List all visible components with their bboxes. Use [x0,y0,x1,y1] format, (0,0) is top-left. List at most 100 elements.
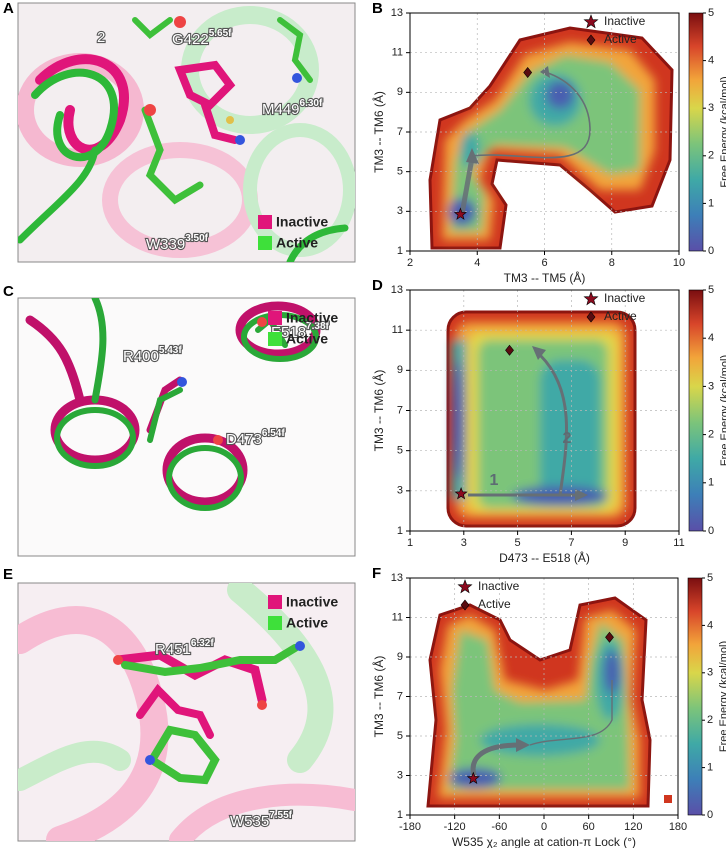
residue-label: M4496.30f [262,98,323,118]
x-tick-label: 120 [624,821,642,833]
legend-label: Active [276,235,318,251]
panel-label: E [3,566,13,583]
x-tick-label: 7 [568,537,574,549]
legend-label: Active [604,32,637,46]
x-tick-label: 2 [407,257,413,269]
residue-label: R4005.43f [123,345,182,365]
path-annotation: 1 [490,472,499,489]
y-axis-title: TM3 -- TM6 (Å) [371,370,386,452]
colorbar-tick-label: 0 [708,525,714,537]
marker-diamond [586,34,596,46]
legend-swatch [258,236,272,250]
legend-label: Active [286,615,328,631]
marker-star [453,207,467,220]
legend-swatch [268,595,282,609]
y-tick-label: 7 [397,126,403,138]
y-tick-label: 1 [397,809,403,821]
x-tick-label: 1 [407,537,413,549]
annotation: 2 [97,29,105,46]
y-tick-label: 11 [392,611,403,623]
panel-c-image: C R4005.43f E5187.38f D4736.54f Inactive… [3,283,356,557]
legend-swatch [268,311,282,325]
plot-frame [409,289,680,532]
x-tick-label: -120 [444,821,466,833]
y-tick-label: 13 [391,284,403,296]
panel-label: A [3,0,14,17]
legend-label: Active [478,597,511,611]
colorbar-tick-label: 5 [708,284,714,296]
x-tick-label: 8 [609,257,615,269]
colorbar-title: Free Energy (kcal/mol) [718,641,726,752]
panel-label: B [372,0,383,17]
colorbar-title: Free Energy (kcal/mol) [719,355,726,466]
colorbar-tick-label: 2 [708,429,714,441]
residue-superscript: 5.43f [159,345,182,356]
y-tick-label: 1 [397,525,403,537]
residue-name: D473 [226,431,262,448]
y-tick-label: 7 [397,690,403,702]
x-tick-label: 10 [673,257,685,269]
y-tick-label: 13 [391,572,403,584]
residue-superscript: 6.32f [191,638,214,649]
y-tick-label: 11 [392,47,403,59]
x-tick-label: 180 [669,821,687,833]
marker-diamond [586,311,596,323]
density-f [426,596,672,808]
x-tick-label: -60 [491,821,507,833]
marker-diamond [505,344,514,356]
marker-star [583,291,599,306]
residue-label: D4736.54f [226,428,285,448]
y-tick-label: 7 [397,404,403,416]
y-tick-label: 9 [397,86,403,98]
y-axis-title: TM3 -- TM6 (Å) [371,91,386,173]
residue-superscript: 3.50f [185,233,208,244]
residue-label: W3393.50f [146,233,209,253]
x-tick-label: 11 [673,537,684,549]
colorbar-tick-label: 2 [708,150,714,162]
residue-superscript: 6.30f [300,98,323,109]
y-tick-label: 5 [397,166,403,178]
legend-label: Inactive [604,291,646,305]
legend-swatch [268,332,282,346]
colorbar-title: Free Energy (kcal/mol) [719,76,726,187]
residue-name: M449 [262,101,300,118]
colorbar-tick-label: 3 [707,667,713,679]
colorbar-tick-label: 1 [707,762,713,774]
marker-diamond [605,631,614,643]
colorbar-tick-label: 1 [708,197,714,209]
colorbar-tick-label: 4 [708,332,714,344]
panel-a-image: A 2 G4225.65f M4496.30f W3393.50f Inacti… [3,0,356,263]
colorbar-tick-label: 0 [708,245,714,257]
x-axis-title: TM3 -- TM5 (Å) [504,270,586,285]
residue-label: W5357.55f [230,810,293,830]
x-axis-title: D473 -- E518 (Å) [499,550,590,565]
legend-swatch [268,616,282,630]
legend-swatch [258,215,272,229]
colorbar-tick-label: 0 [707,809,713,821]
plot-frame [409,12,680,252]
x-tick-label: 4 [474,257,480,269]
y-tick-label: 5 [397,445,403,457]
colorbar-tick-label: 3 [708,102,714,114]
colorbar-tick-label: 3 [708,380,714,392]
x-tick-label: 0 [541,821,547,833]
y-tick-label: 3 [397,485,403,497]
legend-label: Inactive [286,594,338,610]
marker-star [466,771,480,784]
legend-label: Active [604,309,637,323]
y-tick-label: 9 [397,364,403,376]
residue-label: R4516.32f [155,638,214,658]
y-axis-title: TM3 -- TM6 (Å) [371,656,386,738]
legend-label: Inactive [604,14,646,28]
colorbar-tick-label: 5 [707,572,713,584]
legend-label: Inactive [286,310,338,326]
colorbar-tick-label: 5 [708,7,714,19]
residue-superscript: 7.55f [269,810,292,821]
plot-frame [409,577,679,816]
x-tick-label: 60 [583,821,595,833]
x-tick-label: 6 [541,257,547,269]
density-b [428,26,674,250]
y-tick-label: 3 [397,769,403,781]
colorbar-tick-label: 4 [707,619,713,631]
